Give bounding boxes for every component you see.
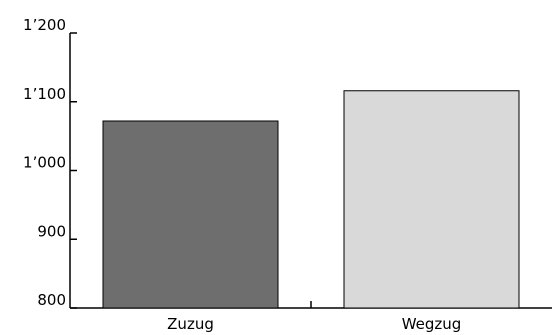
y-tick-label: 1’000 bbox=[23, 154, 66, 172]
y-tick-label: 1’200 bbox=[23, 16, 66, 34]
bar-wegzug bbox=[343, 90, 520, 309]
y-tick-label: 800 bbox=[37, 291, 66, 309]
category-labels: Zuzug Wegzug bbox=[167, 315, 461, 333]
bar-zuzug bbox=[102, 120, 279, 309]
y-tick-label: 900 bbox=[37, 222, 66, 240]
x-tick-label: Zuzug bbox=[167, 315, 214, 333]
y-tick-label: 1’100 bbox=[23, 85, 66, 103]
y-axis: 800 900 1’000 1’100 1’200 bbox=[23, 16, 77, 309]
bars bbox=[102, 90, 520, 309]
x-tick-label: Wegzug bbox=[402, 315, 462, 333]
